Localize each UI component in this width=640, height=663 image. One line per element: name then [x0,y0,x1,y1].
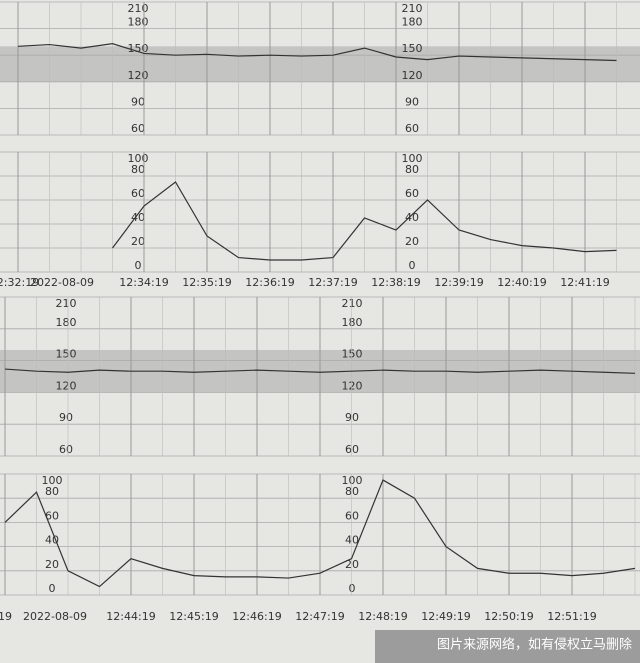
y-tick-label: 80 [405,163,419,176]
time-label: 12:38:19 [371,276,420,289]
y-tick-label: 210 [128,2,149,15]
y-tick-label: 60 [405,187,419,200]
y-tick-label: 20 [345,558,359,571]
fhr-trace [17,43,617,62]
y-tick-label: 100 [42,474,63,487]
y-tick-label: 0 [409,259,416,272]
y-tick-label: 120 [56,379,77,392]
normal-band [0,46,640,82]
y-tick-label: 150 [342,348,363,361]
y-tick-label: 60 [131,122,145,135]
time-label: 12:48:19 [358,610,407,623]
y-tick-label: 60 [131,187,145,200]
time-label: 12:35:19 [182,276,231,289]
time-label: 12:41:19 [560,276,609,289]
y-tick-label: 180 [342,316,363,329]
time-label: 19 [0,610,12,623]
y-tick-label: 40 [405,211,419,224]
y-tick-label: 120 [342,379,363,392]
y-tick-label: 0 [135,259,142,272]
y-tick-label: 210 [56,297,77,310]
y-tick-label: 90 [405,95,419,108]
y-tick-label: 40 [345,534,359,547]
y-tick-label: 150 [402,42,423,55]
y-tick-label: 100 [342,474,363,487]
y-tick-label: 90 [59,411,73,424]
time-label: 12:37:19 [308,276,357,289]
time-label: 12:50:19 [484,610,533,623]
y-tick-label: 180 [128,16,149,29]
time-label: 2:32:19 [0,276,39,289]
y-tick-label: 80 [345,485,359,498]
time-label: 12:51:19 [547,610,596,623]
time-label: 12:47:19 [295,610,344,623]
y-tick-label: 60 [45,509,59,522]
y-tick-label: 100 [128,152,149,165]
y-tick-label: 20 [405,235,419,248]
y-tick-label: 0 [49,582,56,595]
time-label: 12:45:19 [169,610,218,623]
watermark-bg [375,630,640,663]
y-tick-label: 40 [131,211,145,224]
time-label: 12:46:19 [232,610,281,623]
time-label: 12:34:19 [119,276,168,289]
y-tick-label: 60 [59,443,73,456]
y-tick-label: 210 [402,2,423,15]
time-label: 12:40:19 [497,276,546,289]
time-label: 12:44:19 [106,610,155,623]
fhr-trace [4,368,636,374]
y-tick-label: 180 [56,316,77,329]
date-label: 2022-08-09 [30,276,94,289]
y-tick-label: 120 [128,69,149,82]
watermark: 图片来源网络，如有侵权立马删除 [437,637,632,653]
toco-trace [112,181,617,261]
y-tick-label: 20 [131,235,145,248]
y-tick-label: 120 [402,69,423,82]
y-tick-label: 90 [131,95,145,108]
y-tick-label: 0 [349,582,356,595]
time-label: 12:39:19 [434,276,483,289]
y-tick-label: 80 [45,485,59,498]
y-tick-label: 60 [345,443,359,456]
y-tick-label: 100 [402,152,423,165]
y-tick-label: 20 [45,558,59,571]
y-tick-label: 150 [128,42,149,55]
y-tick-label: 60 [405,122,419,135]
y-tick-label: 180 [402,16,423,29]
y-tick-label: 40 [45,534,59,547]
y-tick-label: 150 [56,348,77,361]
time-label: 12:49:19 [421,610,470,623]
toco-trace [4,479,636,588]
y-tick-label: 210 [342,297,363,310]
y-tick-label: 60 [345,509,359,522]
y-tick-label: 80 [131,163,145,176]
date-label: 2022-08-09 [23,610,87,623]
time-label: 12:36:19 [245,276,294,289]
y-tick-label: 90 [345,411,359,424]
